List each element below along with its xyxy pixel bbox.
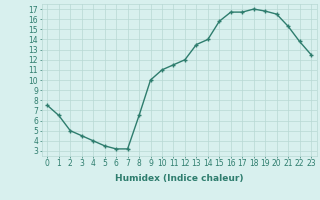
X-axis label: Humidex (Indice chaleur): Humidex (Indice chaleur)	[115, 174, 244, 183]
